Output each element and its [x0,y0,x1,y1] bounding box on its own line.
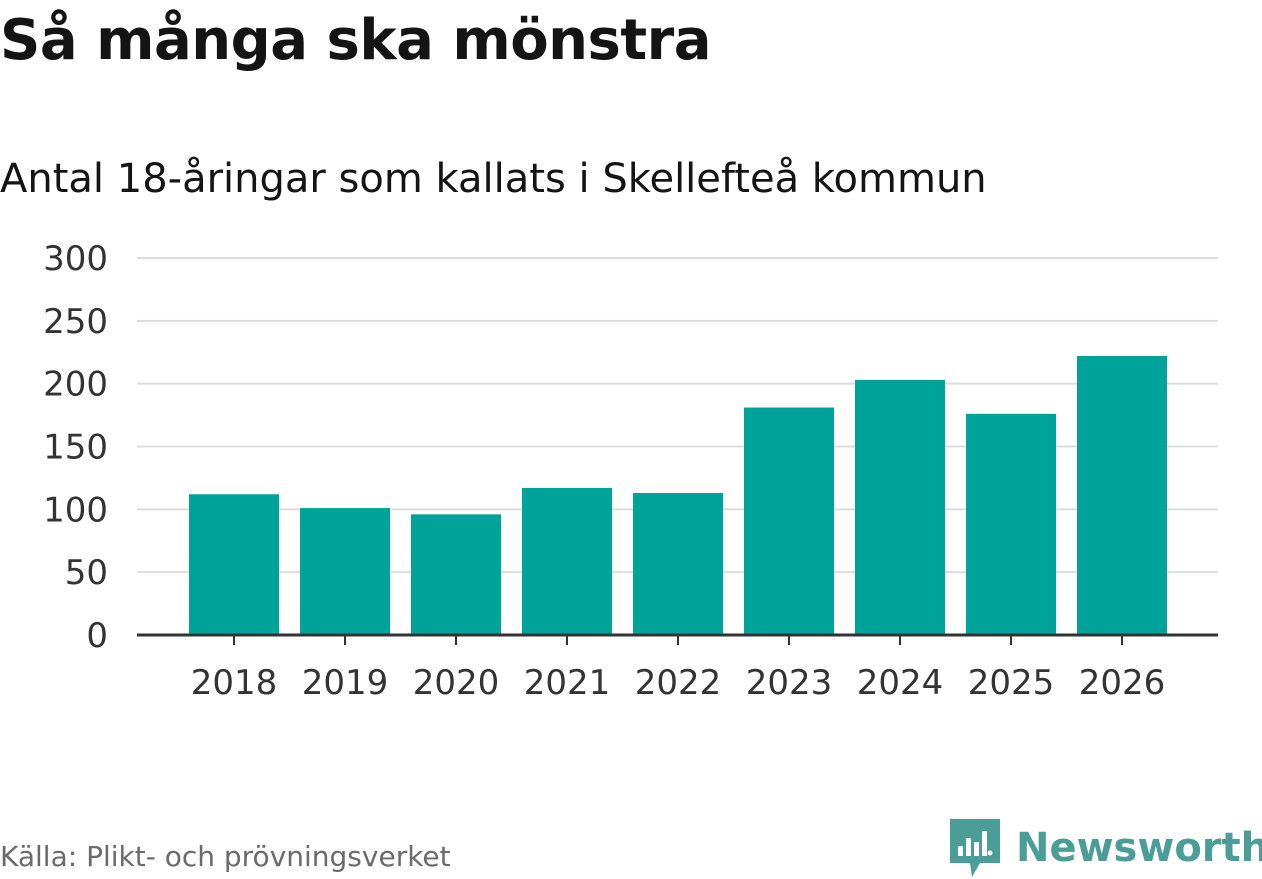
bar-2021 [522,487,612,635]
y-tick-label: 150 [43,428,108,468]
y-tick-label: 200 [43,365,108,405]
x-tick-label: 2023 [746,663,833,703]
x-tick-label: 2021 [524,663,611,703]
bar-2026 [1077,356,1167,635]
x-tick-label: 2025 [968,663,1055,703]
y-tick-label: 100 [43,490,108,530]
x-tick-label: 2020 [413,663,500,703]
y-axis-tick-labels: 0 50 100 150 200 250 300 [43,239,108,656]
bar-2023 [744,407,834,635]
chart-title: Så många ska mönstra [0,8,712,73]
x-tick-label: 2024 [857,663,944,703]
newsworthy-logo-icon [950,819,1000,877]
x-tick-label: 2019 [302,663,389,703]
x-tick-label: 2026 [1079,663,1166,703]
y-tick-label: 0 [86,616,108,656]
bar-2018 [189,494,279,635]
bar-2022 [633,492,723,635]
bar-2025 [966,413,1056,635]
brand-name: Newsworthy [1016,825,1262,871]
y-tick-label: 50 [65,553,108,593]
x-tick-label: 2022 [635,663,722,703]
y-tick-label: 300 [43,239,108,279]
x-axis-ticks: 2018 2019 2020 2021 2022 2023 2024 2025 2026 [191,635,1166,703]
source-note: Källa: Plikt- och prövningsverket [0,840,451,873]
bars [189,356,1167,635]
brand-logo: Newsworthy [950,819,1262,877]
bar-2020 [411,514,501,635]
y-tick-label: 250 [43,302,108,342]
x-tick-label: 2018 [191,663,278,703]
bar-2024 [855,379,945,635]
bar-2019 [300,508,390,635]
chart-subtitle: Antal 18-åringar som kallats i Skellefte… [0,156,987,202]
